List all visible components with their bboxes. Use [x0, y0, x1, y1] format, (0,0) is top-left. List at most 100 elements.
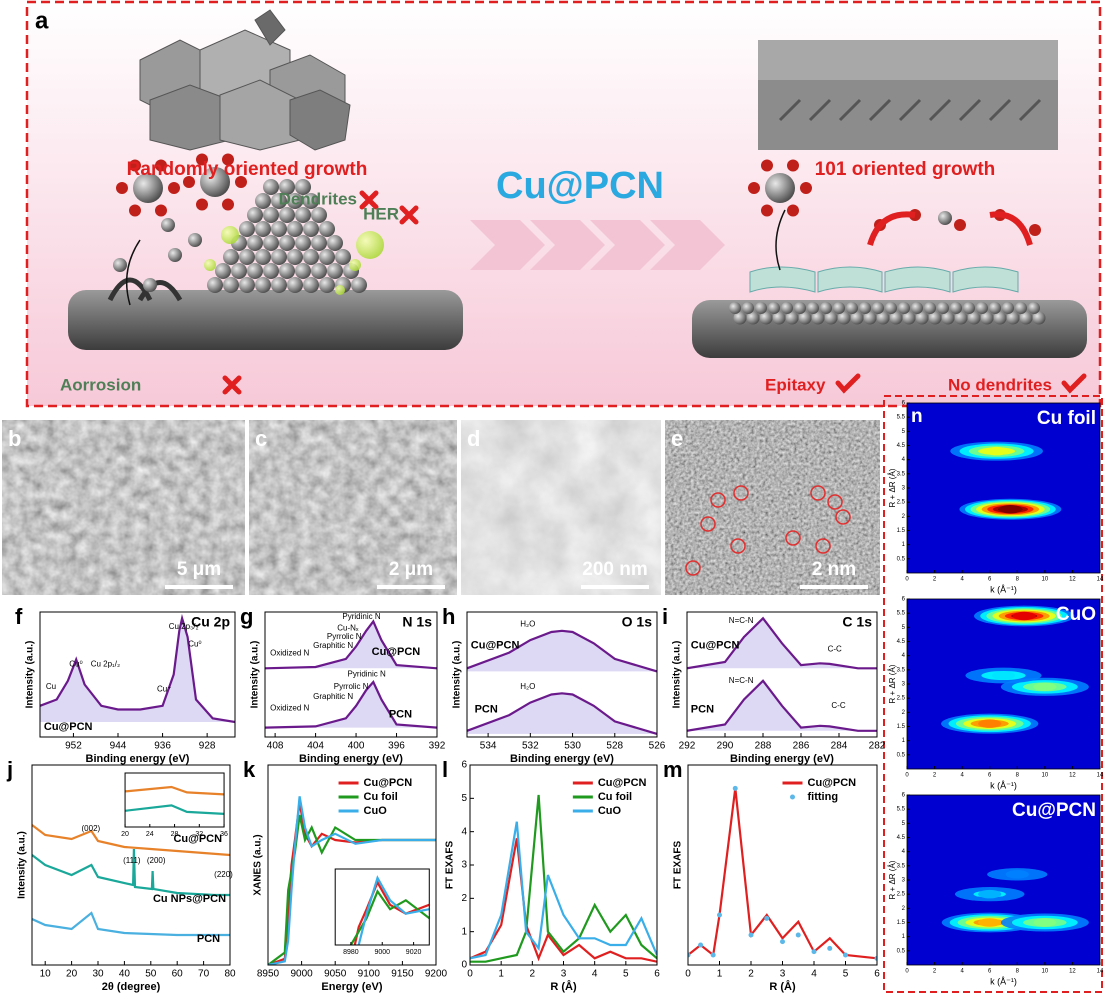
- x-tick-label: 10: [40, 969, 52, 980]
- y-axis-title: Intensity (a.u.): [25, 641, 36, 709]
- atom: [311, 263, 327, 279]
- series-group: [686, 786, 880, 961]
- center-title: Cu@PCN: [496, 165, 664, 207]
- heat-peak: [978, 890, 1001, 899]
- annotation: Cu: [46, 682, 56, 691]
- series-line: [32, 784, 496, 800]
- data-point: [711, 953, 716, 958]
- water: [787, 205, 799, 217]
- chart: 952944936928Binding energy (eV)Intensity…: [15, 604, 235, 765]
- atom: [846, 302, 858, 314]
- x-tick-label: 284: [831, 741, 848, 752]
- chart-title: O 1s: [622, 614, 653, 630]
- x-axis-title: k (Å⁻¹): [990, 780, 1017, 790]
- x-tick-label: 282: [869, 741, 886, 752]
- x-tick-label: 8: [1016, 773, 1020, 779]
- x-tick-label: 0: [905, 969, 909, 975]
- annotation: Graphitic N: [313, 641, 353, 650]
- x-axis-title: Binding energy (eV): [730, 753, 834, 765]
- atom: [351, 277, 367, 293]
- scale-label: 2 nm: [812, 559, 856, 580]
- legend-label: CuO: [598, 805, 622, 817]
- water: [748, 182, 760, 194]
- heat-peak: [1033, 918, 1056, 927]
- atom: [255, 193, 271, 209]
- x-tick-label: 60: [172, 969, 184, 980]
- panel-label: h: [442, 604, 455, 629]
- x-tick-label: 408: [267, 741, 284, 752]
- inset-x-tick-label: 36: [220, 831, 228, 838]
- y-tick-label: 3: [902, 878, 906, 884]
- heat-peak: [978, 918, 1001, 927]
- annotation: Pyridinic N: [342, 612, 380, 621]
- y-tick-label: 4: [461, 826, 467, 837]
- series-line: [688, 788, 877, 958]
- atom: [729, 302, 741, 314]
- y-tick-label: 1.5: [897, 528, 906, 534]
- atom: [188, 233, 202, 247]
- y-tick-label: 3: [902, 486, 906, 492]
- y-axis-title: R + ΔR (Å): [888, 860, 897, 899]
- inset-x-tick-label: 28: [171, 831, 179, 838]
- benefit-label: Epitaxy: [765, 375, 826, 394]
- atom: [239, 221, 255, 237]
- x-axis-title: k (Å⁻¹): [990, 584, 1017, 594]
- annotation: (220): [214, 870, 233, 879]
- atom: [223, 277, 239, 293]
- atom: [319, 221, 335, 237]
- atom: [271, 221, 287, 237]
- inset-x-tick-label: 9020: [406, 949, 422, 956]
- issue-label: Aorrosion: [60, 375, 141, 394]
- x-tick-label: 3: [561, 969, 567, 980]
- x-tick-label: 9200: [425, 969, 448, 980]
- scale-label: 2 μm: [389, 559, 433, 580]
- x-tick-label: 1: [498, 969, 504, 980]
- atom: [263, 179, 279, 195]
- x-tick-label: 6: [874, 969, 880, 980]
- y-tick-label: 1: [902, 542, 906, 548]
- data-point: [812, 949, 817, 954]
- textured-block: [758, 40, 1058, 150]
- atom: [1028, 302, 1040, 314]
- atom: [255, 277, 271, 293]
- figure: a Randomly oriented growth Dendrites HER…: [0, 0, 1105, 994]
- scale-bar: [581, 585, 649, 589]
- atom: [976, 302, 988, 314]
- series-label: PCN: [475, 703, 498, 715]
- atom: [319, 277, 335, 293]
- annotation: Cu 2p₁/₂: [91, 660, 120, 669]
- atom: [263, 235, 279, 251]
- x-tick-label: 10: [1042, 577, 1049, 583]
- series-label: Cu@PCN: [372, 646, 421, 658]
- series-line: [470, 822, 657, 959]
- y-axis-title: FT EXAFS: [445, 841, 456, 890]
- atom: [311, 235, 327, 251]
- legend-label: CuO: [364, 805, 388, 817]
- atom: [161, 218, 175, 232]
- atom: [781, 302, 793, 314]
- x-tick-label: 286: [793, 741, 810, 752]
- x-tick-label: 2: [933, 577, 937, 583]
- data-point: [749, 933, 754, 938]
- y-tick-label: 3.5: [897, 471, 906, 477]
- heat-peak: [1013, 612, 1036, 621]
- atom: [263, 263, 279, 279]
- water: [129, 205, 141, 217]
- atom: [263, 207, 279, 223]
- y-tick-label: 5: [902, 821, 906, 827]
- atom: [215, 263, 231, 279]
- atom: [279, 235, 295, 251]
- x-tick-label: 30: [92, 969, 104, 980]
- atom: [247, 263, 263, 279]
- x-tick-label: 14: [1097, 773, 1104, 779]
- annotation: Cu 2p₃/₂: [169, 622, 199, 631]
- atom: [872, 302, 884, 314]
- y-axis-title: XANES (a.u.): [253, 834, 264, 895]
- atom: [279, 207, 295, 223]
- water: [761, 159, 773, 171]
- annotation: Cu-Nₓ: [337, 623, 359, 632]
- atom: [989, 302, 1001, 314]
- annotation: Graphitic N: [313, 692, 353, 701]
- atom: [295, 207, 311, 223]
